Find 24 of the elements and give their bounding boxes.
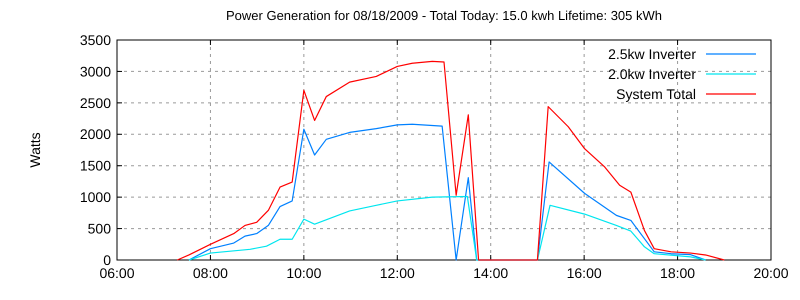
x-tick-label: 18:00 [660, 265, 696, 281]
y-tick-label: 0 [103, 252, 112, 268]
x-tick-label: 10:00 [286, 265, 322, 281]
y-tick-label: 2000 [80, 126, 112, 142]
y-tick-label: 2500 [80, 94, 112, 111]
x-tick-label: 08:00 [192, 265, 228, 281]
y-tick-label: 1000 [80, 189, 112, 206]
x-tick-label: 16:00 [566, 265, 602, 281]
legend-label: 2.5kw Inverter [608, 46, 696, 62]
x-tick-label: 06:00 [99, 265, 135, 281]
chart-title: Power Generation for 08/18/2009 - Total Today: 15.0 kwh Lifetime: 305 kWh [226, 8, 662, 23]
y-tick-label: 3000 [80, 63, 112, 80]
y-tick-label: 3500 [80, 32, 112, 48]
x-tick-label: 12:00 [380, 265, 416, 281]
line-series [176, 60, 725, 261]
y-tick-label: 500 [88, 220, 112, 236]
x-tick-label: 14:00 [473, 265, 508, 281]
legend-label: System Total [616, 86, 696, 102]
line-series [188, 124, 706, 261]
y-tick-label: 1500 [80, 158, 112, 174]
x-tick-label: 20:00 [753, 265, 789, 281]
line-series [188, 196, 706, 261]
legend-label: 2.0kw Inverter [608, 66, 696, 82]
y-axis-title: Watts [27, 132, 43, 168]
